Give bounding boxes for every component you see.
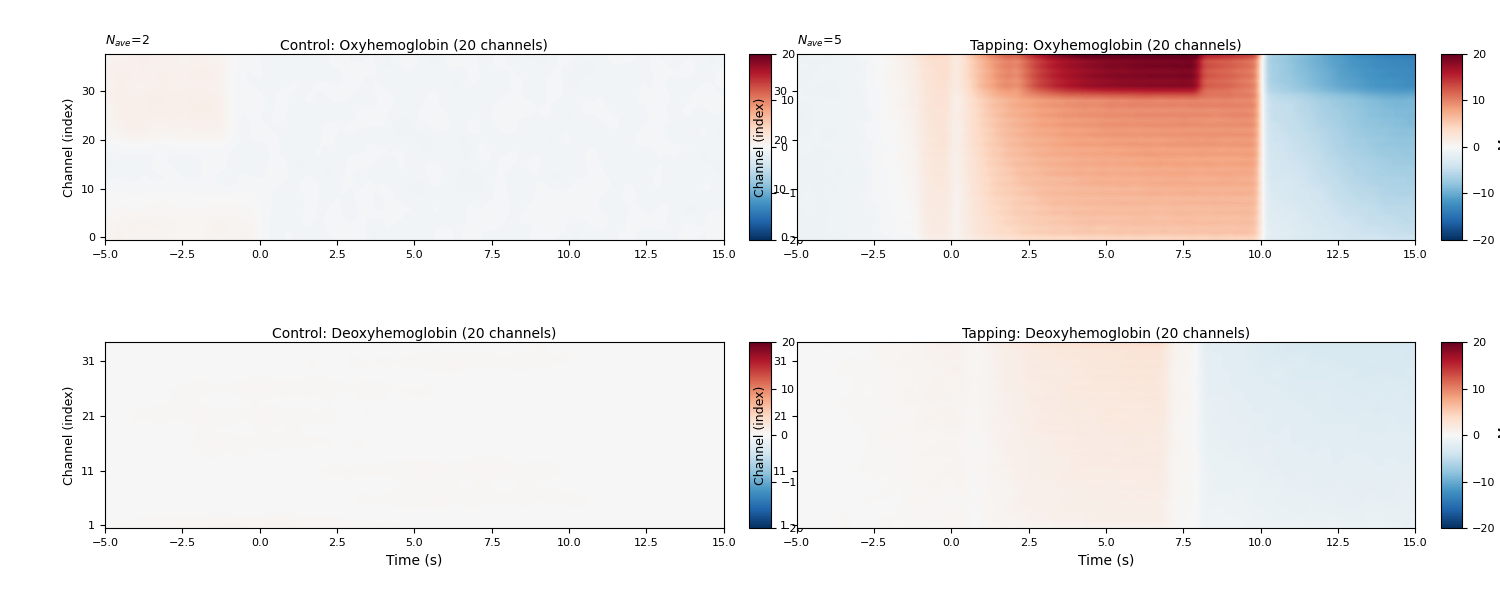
Y-axis label: μM: μM (1497, 425, 1500, 445)
Title: Control: Oxyhemoglobin (20 channels): Control: Oxyhemoglobin (20 channels) (280, 39, 549, 53)
Text: $N_{ave}$=5: $N_{ave}$=5 (796, 34, 842, 49)
X-axis label: Time (s): Time (s) (1077, 553, 1134, 567)
Y-axis label: μM: μM (806, 425, 819, 445)
Title: Control: Deoxyhemoglobin (20 channels): Control: Deoxyhemoglobin (20 channels) (272, 327, 556, 341)
Title: Tapping: Deoxyhemoglobin (20 channels): Tapping: Deoxyhemoglobin (20 channels) (962, 327, 1250, 341)
X-axis label: Time (s): Time (s) (386, 553, 442, 567)
Y-axis label: Channel (index): Channel (index) (63, 97, 75, 197)
Y-axis label: μM: μM (1497, 137, 1500, 157)
Y-axis label: Channel (index): Channel (index) (754, 97, 766, 197)
Title: Tapping: Oxyhemoglobin (20 channels): Tapping: Oxyhemoglobin (20 channels) (970, 39, 1242, 53)
Text: $N_{ave}$=2: $N_{ave}$=2 (105, 34, 150, 49)
Y-axis label: Channel (index): Channel (index) (63, 385, 75, 485)
Y-axis label: μM: μM (806, 137, 819, 157)
Y-axis label: Channel (index): Channel (index) (754, 385, 766, 485)
